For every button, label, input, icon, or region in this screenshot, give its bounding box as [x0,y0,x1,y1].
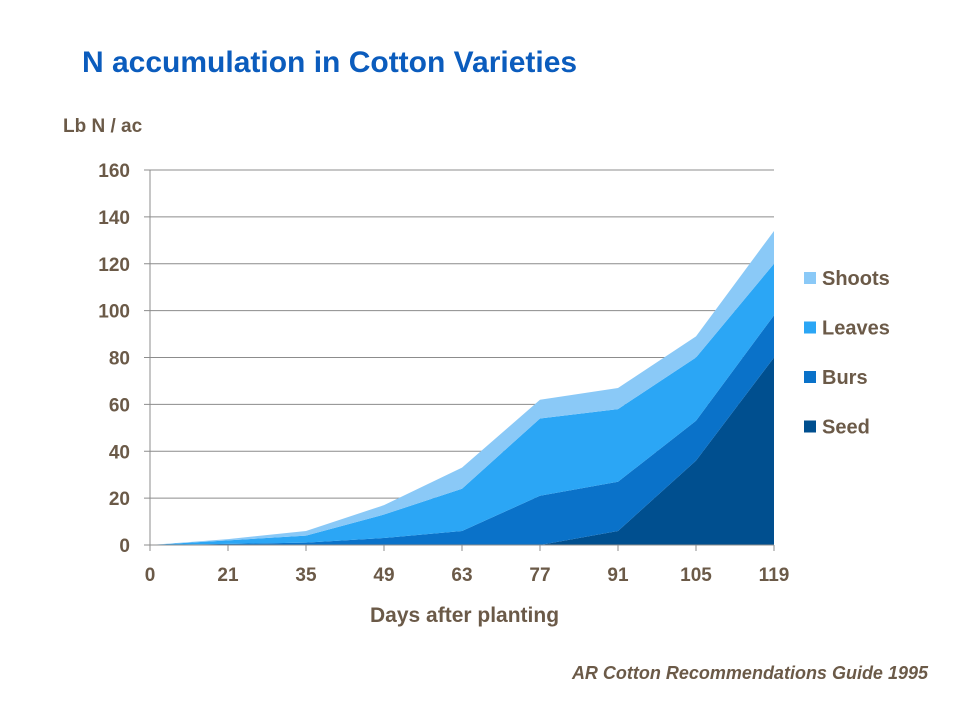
x-tick-label: 21 [217,565,239,586]
legend-swatch-burs [804,371,816,383]
x-tick-label: 49 [373,565,394,586]
x-tick-label: 91 [607,565,629,586]
x-tick-label: 119 [759,565,790,586]
x-tick-label: 63 [451,565,472,586]
x-axis-label: Days after planting [370,604,560,627]
x-tick-label: 77 [529,565,550,586]
legend-label-shoots: Shoots [822,268,890,290]
legend-label-burs: Burs [822,367,868,389]
y-tick-label: 40 [109,442,130,463]
legend-label-seed: Seed [822,417,870,439]
chart-title: N accumulation in Cotton Varieties [82,46,578,79]
y-tick-label: 100 [98,302,130,323]
area-series-burs [150,315,774,545]
legend-swatch-seed [804,420,816,433]
y-tick-label: 60 [109,395,130,416]
area-series-seed [150,357,774,545]
legend-swatch-shoots [804,272,816,284]
y-tick-label: 80 [109,349,130,370]
legend-label-leaves: Leaves [822,318,890,340]
y-axis-label: Lb N / ac [63,116,143,137]
x-tick-label: 35 [295,565,317,586]
x-tick-label: 0 [145,565,156,586]
y-tick-label: 20 [109,489,130,510]
area-series-shoots [150,230,774,545]
y-tick-label: 140 [98,208,130,229]
y-tick-label: 0 [119,536,130,557]
source-citation: AR Cotton Recommendations Guide 1995 [571,663,928,683]
x-tick-label: 105 [680,565,712,586]
legend-swatch-leaves [804,321,816,334]
y-tick-label: 120 [98,255,130,276]
y-tick-label: 160 [98,161,130,182]
area-series-leaves [150,263,774,545]
